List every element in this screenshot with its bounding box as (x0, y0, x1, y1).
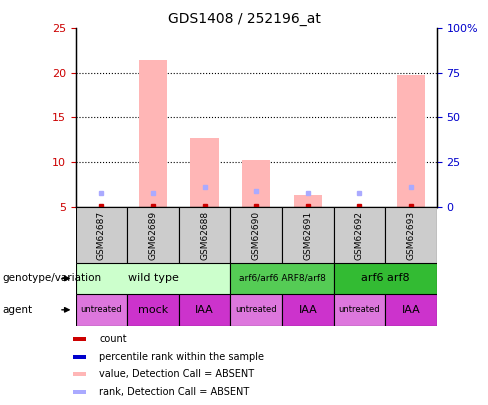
Bar (73, 354, 85, 359)
Bar (76, 294, 127, 326)
Text: GSM62687: GSM62687 (97, 211, 106, 260)
Bar (179, 207, 230, 263)
Text: GSM62693: GSM62693 (407, 211, 415, 260)
Bar (282, 207, 334, 263)
Bar (190, 138, 219, 207)
Bar (282, 294, 334, 326)
Text: GSM62690: GSM62690 (252, 211, 261, 260)
Bar (385, 207, 437, 263)
Bar (179, 294, 230, 326)
Bar (334, 294, 385, 326)
Bar (242, 160, 270, 207)
Text: GSM62692: GSM62692 (355, 211, 364, 260)
Bar (230, 207, 282, 263)
Text: percentile rank within the sample: percentile rank within the sample (99, 352, 264, 362)
Text: untreated: untreated (235, 305, 277, 314)
Text: mock: mock (138, 305, 168, 315)
Text: untreated: untreated (81, 305, 122, 314)
Bar (76, 207, 127, 263)
Bar (127, 294, 179, 326)
Text: wild type: wild type (127, 273, 179, 283)
Text: arf6 arf8: arf6 arf8 (361, 273, 409, 283)
Bar (73, 390, 85, 394)
Text: count: count (99, 334, 127, 344)
Text: GDS1408 / 252196_at: GDS1408 / 252196_at (167, 12, 321, 26)
Bar (334, 207, 385, 263)
Bar (397, 75, 425, 207)
Bar (73, 372, 85, 377)
Bar (230, 263, 334, 294)
Bar (334, 263, 437, 294)
Bar (127, 207, 179, 263)
Text: value, Detection Call = ABSENT: value, Detection Call = ABSENT (99, 369, 254, 379)
Text: genotype/variation: genotype/variation (2, 273, 102, 283)
Text: agent: agent (2, 305, 33, 315)
Text: IAA: IAA (299, 305, 317, 315)
Text: rank, Detection Call = ABSENT: rank, Detection Call = ABSENT (99, 387, 249, 397)
Text: GSM62691: GSM62691 (303, 211, 312, 260)
Bar (139, 60, 167, 207)
Bar (385, 294, 437, 326)
Bar (76, 263, 230, 294)
Text: GSM62689: GSM62689 (148, 211, 158, 260)
Bar (230, 294, 282, 326)
Text: IAA: IAA (402, 305, 420, 315)
Text: IAA: IAA (195, 305, 214, 315)
Bar (294, 195, 322, 207)
Text: GSM62688: GSM62688 (200, 211, 209, 260)
Text: arf6/arf6 ARF8/arf8: arf6/arf6 ARF8/arf8 (239, 274, 325, 283)
Text: untreated: untreated (339, 305, 380, 314)
Bar (73, 337, 85, 341)
